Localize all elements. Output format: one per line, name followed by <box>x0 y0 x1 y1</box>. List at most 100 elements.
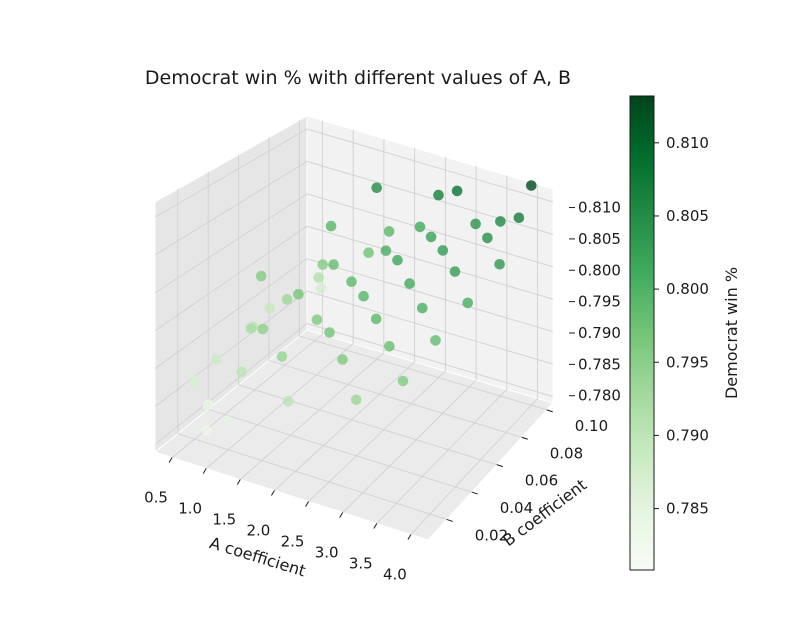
grid-line-y <box>238 384 497 466</box>
grid-line-z <box>306 258 554 333</box>
grid-line-x <box>376 388 508 524</box>
scatter-point <box>189 375 200 387</box>
x-tick-label: 2.0 <box>247 522 271 540</box>
colorbar-tick-label: 0.795 <box>666 353 709 371</box>
colorbar-label: Democrat win % <box>722 267 741 399</box>
y-tick-label: 0.06 <box>525 472 558 490</box>
z-tick-label: 0.790 <box>578 324 621 342</box>
x-tick-mark <box>305 501 309 507</box>
x-tick-label: 3.0 <box>315 544 339 562</box>
grid-line-z <box>154 258 308 370</box>
scatter-point <box>380 245 392 256</box>
scatter-point <box>337 354 348 365</box>
scatter-point <box>414 221 426 233</box>
grid-line-y <box>268 360 522 438</box>
scatter-point <box>513 212 525 224</box>
scatter-point <box>236 366 247 378</box>
scatter-point <box>495 216 506 227</box>
z-tick-label: 0.780 <box>578 387 621 405</box>
scatter-point <box>264 302 276 314</box>
scatter-point <box>384 341 395 352</box>
scatter-point <box>451 185 463 197</box>
scatter-point <box>201 425 212 437</box>
grid-line-x <box>205 343 354 469</box>
colorbar-tick-label: 0.785 <box>666 500 709 518</box>
scatter-point <box>397 375 409 387</box>
z-tick-label: 0.800 <box>578 261 621 279</box>
colorbar-ticks: 0.785 0.790 0.795 0.800 0.805 0.810 <box>654 134 709 518</box>
scatter-point <box>245 323 257 334</box>
scatter-point <box>202 399 214 411</box>
scatter-point <box>425 231 437 243</box>
colorbar-gradient <box>629 95 655 571</box>
x-tick-mark <box>236 479 241 485</box>
scatter-point <box>317 259 329 270</box>
scatter-point <box>324 327 335 338</box>
x-tick-mark <box>407 534 412 540</box>
scatter-point <box>462 297 474 309</box>
grid-line-z <box>154 161 308 256</box>
grid-line-z <box>306 323 554 397</box>
scatter-point <box>282 396 294 407</box>
grid-line-z <box>154 225 308 332</box>
scatter-point <box>526 180 537 191</box>
scatter-point <box>346 276 357 288</box>
chart-title: Democrat win % with different values of … <box>145 67 571 89</box>
grid-line-y <box>208 408 472 493</box>
x-tick-mark <box>271 490 275 496</box>
grid-line-y <box>299 335 547 411</box>
z-axis: 0.780 0.785 0.790 0.795 0.800 0.805 0.810 <box>569 199 621 405</box>
scatter-point <box>255 270 267 282</box>
scatter-point <box>311 314 323 326</box>
grid-line-x <box>274 361 415 491</box>
scatter-point <box>281 294 293 305</box>
scatter-point <box>404 278 415 289</box>
grid-line-x <box>410 398 538 535</box>
y-tick-label: 0.10 <box>575 417 608 435</box>
scatter-point <box>433 189 444 201</box>
scatter-point <box>293 289 304 300</box>
grid-line-y <box>177 433 447 520</box>
scatter-point <box>358 290 369 302</box>
x-tick-mark <box>339 512 344 518</box>
z-tick-label: 0.810 <box>578 199 621 217</box>
y-tick-mark <box>446 518 453 522</box>
scatter-point <box>211 354 222 365</box>
x-tick-label: 0.5 <box>144 489 168 507</box>
scatter-point <box>370 313 382 325</box>
grid-line-z <box>306 290 554 365</box>
colorbar: 0.785 0.790 0.795 0.800 0.805 0.810 Democrat … <box>629 95 741 571</box>
scatter-point <box>313 272 324 283</box>
scatter-point <box>325 220 337 232</box>
y-tick-mark <box>546 409 553 413</box>
scatter-point <box>392 254 403 266</box>
x-tick-mark <box>168 457 173 463</box>
x-tick-label: 4.0 <box>383 566 407 584</box>
grid-line-z <box>154 290 308 407</box>
scatter-point <box>363 247 374 258</box>
scatter-point <box>449 266 461 277</box>
z-tick-label: 0.805 <box>578 230 621 248</box>
scatter-point <box>371 182 383 194</box>
y-tick-label: 0.04 <box>500 499 533 517</box>
grid-line-z <box>154 193 308 294</box>
scatter-point <box>417 302 428 314</box>
x-tick-mark <box>373 523 378 529</box>
grid-line-z <box>306 128 554 203</box>
y-axis: 0.02 0.04 0.06 0.08 0.10 <box>446 409 608 544</box>
scatter-point <box>276 351 288 362</box>
colorbar-tick-label: 0.805 <box>666 207 709 225</box>
colorbar-tick-label: 0.790 <box>666 426 709 444</box>
grid-line-z <box>306 160 554 235</box>
scatter-point <box>328 259 339 270</box>
x-tick-label: 1.5 <box>212 511 236 529</box>
grid-line-x <box>171 334 323 458</box>
scatter-point <box>437 245 449 256</box>
scatter-point <box>482 232 493 244</box>
colorbar-tick-label: 0.810 <box>666 134 709 152</box>
axes-panes <box>153 115 554 541</box>
scatter-point <box>383 226 395 237</box>
axes-grid <box>154 120 554 535</box>
grid-line-z <box>306 225 554 300</box>
